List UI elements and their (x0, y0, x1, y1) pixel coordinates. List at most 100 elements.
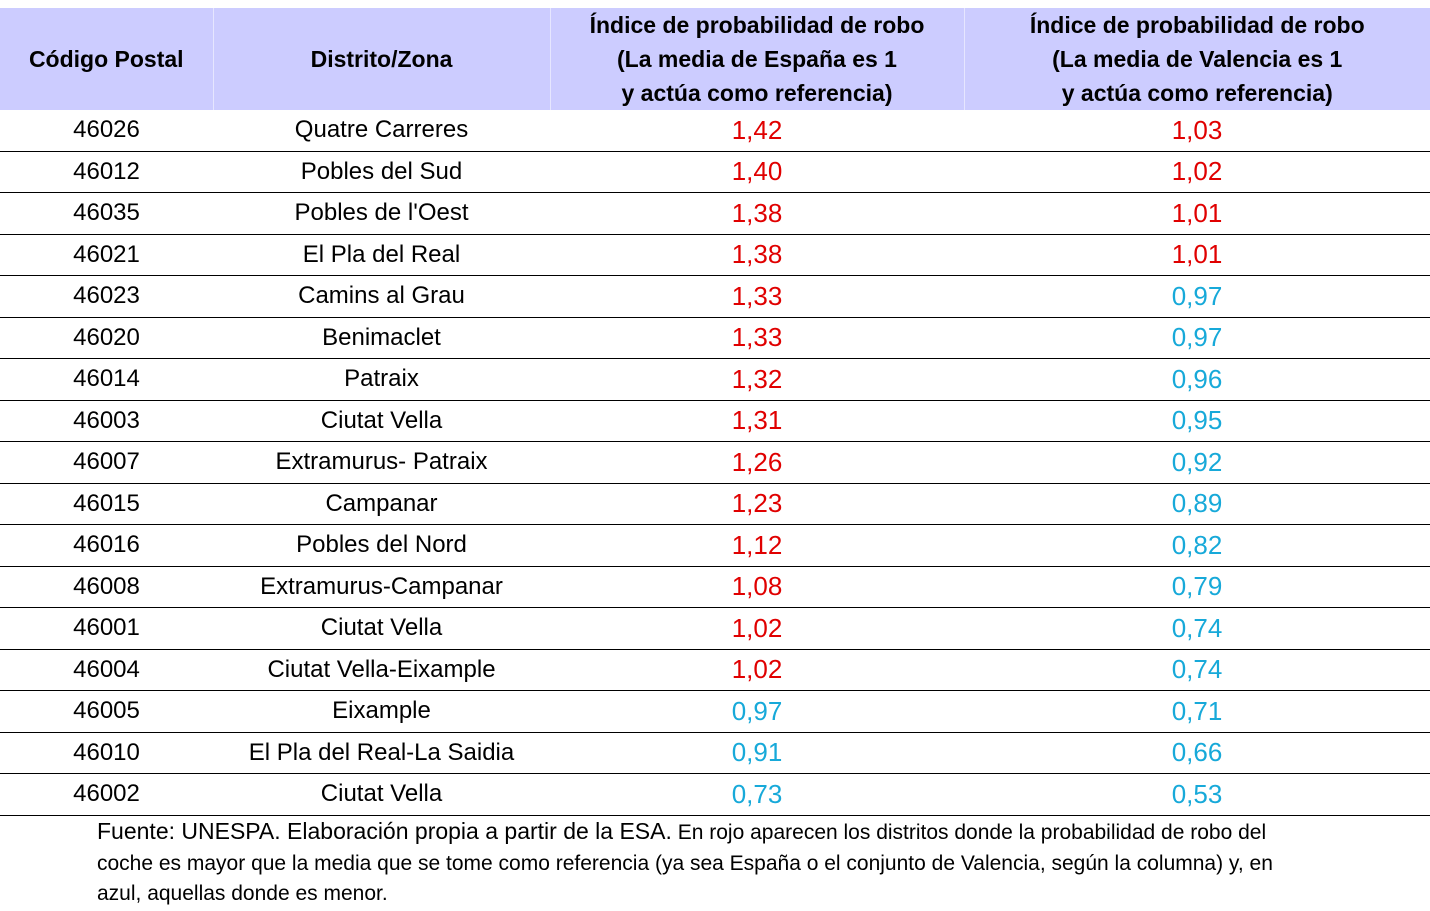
table-body: 46026 Quatre Carreres 1,42 1,03 46012 Pobles … (0, 110, 1430, 816)
table-row: 46012 Pobles del Sud 1,40 1,02 (0, 151, 1430, 193)
table-row: 46008 Extramurus-Campanar 1,08 0,79 (0, 566, 1430, 608)
cell-postal-code: 46021 (0, 234, 213, 276)
cell-postal-code: 46003 (0, 400, 213, 442)
cell-valencia-index: 0,66 (964, 732, 1430, 774)
cell-postal-code: 46007 (0, 441, 213, 484)
cell-district: Camins al Grau (213, 275, 550, 318)
header-spain-line-3: y actúa como referencia) (621, 80, 893, 106)
cell-district: Extramurus-Campanar (213, 566, 550, 608)
cell-valencia-index: 0,82 (964, 524, 1430, 567)
cell-district: Ciutat Vella (213, 400, 550, 442)
cell-spain-index: 1,08 (550, 566, 964, 608)
cell-valencia-index: 0,97 (964, 275, 1430, 318)
cell-district: Pobles del Sud (213, 151, 550, 193)
cell-spain-index: 1,31 (550, 400, 964, 442)
table-row: 46035 Pobles de l'Oest 1,38 1,01 (0, 192, 1430, 235)
theft-index-table-container: Código Postal Distrito/Zona Índice de pr… (0, 8, 1430, 816)
cell-postal-code: 46008 (0, 566, 213, 608)
cell-postal-code: 46012 (0, 151, 213, 193)
cell-postal-code: 46020 (0, 317, 213, 359)
header-postal-code: Código Postal (0, 8, 213, 110)
header-valencia-line-3: y actúa como referencia) (1061, 80, 1333, 106)
cell-valencia-index: 0,92 (964, 441, 1430, 484)
table-row: 46002 Ciutat Vella 0,73 0,53 (0, 773, 1430, 816)
table-row: 46001 Ciutat Vella 1,02 0,74 (0, 607, 1430, 650)
table-row: 46010 El Pla del Real-La Saidia 0,91 0,66 (0, 732, 1430, 774)
table-row: 46015 Campanar 1,23 0,89 (0, 483, 1430, 525)
cell-district: Ciutat Vella (213, 607, 550, 650)
cell-postal-code: 46035 (0, 192, 213, 235)
cell-district: Pobles de l'Oest (213, 192, 550, 235)
table-row: 46026 Quatre Carreres 1,42 1,03 (0, 110, 1430, 152)
table-row: 46016 Pobles del Nord 1,12 0,82 (0, 524, 1430, 567)
cell-spain-index: 0,97 (550, 690, 964, 733)
table-row: 46021 El Pla del Real 1,38 1,01 (0, 234, 1430, 276)
cell-district: El Pla del Real-La Saidia (213, 732, 550, 774)
cell-postal-code: 46004 (0, 649, 213, 691)
cell-district: Eixample (213, 690, 550, 733)
cell-spain-index: 0,91 (550, 732, 964, 774)
cell-spain-index: 1,02 (550, 607, 964, 650)
cell-postal-code: 46001 (0, 607, 213, 650)
cell-valencia-index: 0,89 (964, 483, 1430, 525)
header-spain-line-1: Índice de probabilidad de robo (589, 12, 925, 38)
cell-valencia-index: 1,01 (964, 234, 1430, 276)
cell-district: Quatre Carreres (213, 110, 550, 152)
cell-spain-index: 1,38 (550, 234, 964, 276)
table-header: Código Postal Distrito/Zona Índice de pr… (0, 8, 1430, 110)
table-footnote: Fuente: UNESPA. Elaboración propia a par… (97, 816, 1297, 910)
cell-valencia-index: 0,53 (964, 773, 1430, 816)
cell-spain-index: 1,33 (550, 317, 964, 359)
cell-valencia-index: 1,01 (964, 192, 1430, 235)
cell-district: Extramurus- Patraix (213, 441, 550, 484)
table-row: 46014 Patraix 1,32 0,96 (0, 358, 1430, 401)
cell-district: Benimaclet (213, 317, 550, 359)
cell-district: Ciutat Vella (213, 773, 550, 816)
header-spain-line-2: (La media de España es 1 (617, 46, 897, 72)
cell-spain-index: 1,23 (550, 483, 964, 525)
header-spain-index: Índice de probabilidad de robo (La media… (549, 8, 964, 110)
cell-valencia-index: 0,74 (964, 607, 1430, 650)
cell-postal-code: 46010 (0, 732, 213, 774)
theft-index-table: Código Postal Distrito/Zona Índice de pr… (0, 8, 1430, 816)
cell-postal-code: 46002 (0, 773, 213, 816)
cell-postal-code: 46026 (0, 110, 213, 152)
cell-valencia-index: 0,96 (964, 358, 1430, 401)
cell-spain-index: 0,73 (550, 773, 964, 816)
table-row: 46005 Eixample 0,97 0,71 (0, 690, 1430, 733)
cell-valencia-index: 1,03 (964, 110, 1430, 152)
table-row: 46003 Ciutat Vella 1,31 0,95 (0, 400, 1430, 442)
cell-postal-code: 46014 (0, 358, 213, 401)
cell-spain-index: 1,40 (550, 151, 964, 193)
cell-spain-index: 1,02 (550, 649, 964, 691)
cell-valencia-index: 0,79 (964, 566, 1430, 608)
header-valencia-line-1: Índice de probabilidad de robo (1029, 12, 1365, 38)
cell-spain-index: 1,42 (550, 110, 964, 152)
cell-district: Ciutat Vella-Eixample (213, 649, 550, 691)
cell-postal-code: 46015 (0, 483, 213, 525)
table-row: 46004 Ciutat Vella-Eixample 1,02 0,74 (0, 649, 1430, 691)
table-row: 46023 Camins al Grau 1,33 0,97 (0, 275, 1430, 318)
cell-valencia-index: 1,02 (964, 151, 1430, 193)
cell-district: Pobles del Nord (213, 524, 550, 567)
cell-postal-code: 46023 (0, 275, 213, 318)
cell-spain-index: 1,32 (550, 358, 964, 401)
table-row: 46020 Benimaclet 1,33 0,97 (0, 317, 1430, 359)
table-row: 46007 Extramurus- Patraix 1,26 0,92 (0, 441, 1430, 484)
footnote-source: Fuente: UNESPA. Elaboración propia a par… (97, 818, 672, 844)
cell-valencia-index: 0,95 (964, 400, 1430, 442)
cell-district: Patraix (213, 358, 550, 401)
cell-postal-code: 46016 (0, 524, 213, 567)
cell-spain-index: 1,26 (550, 441, 964, 484)
cell-valencia-index: 0,71 (964, 690, 1430, 733)
header-valencia-index: Índice de probabilidad de robo (La media… (963, 8, 1430, 110)
cell-spain-index: 1,38 (550, 192, 964, 235)
header-valencia-line-2: (La media de Valencia es 1 (1052, 46, 1343, 72)
cell-spain-index: 1,12 (550, 524, 964, 567)
cell-district: Campanar (213, 483, 550, 525)
header-district: Distrito/Zona (212, 8, 550, 110)
cell-spain-index: 1,33 (550, 275, 964, 318)
cell-valencia-index: 0,74 (964, 649, 1430, 691)
cell-postal-code: 46005 (0, 690, 213, 733)
header-row: Código Postal Distrito/Zona Índice de pr… (0, 8, 1430, 110)
